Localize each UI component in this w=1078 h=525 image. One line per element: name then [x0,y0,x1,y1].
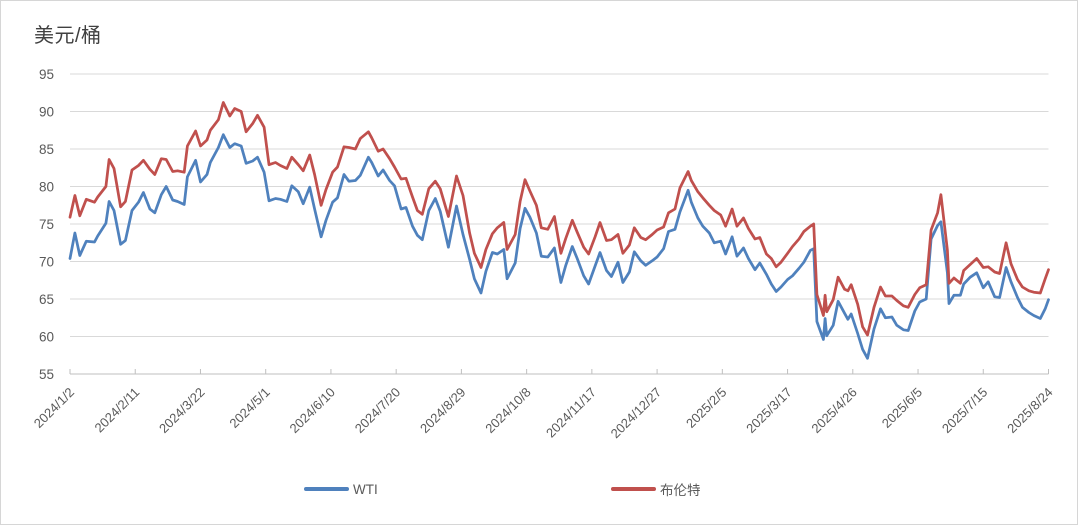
y-tick-label-75: 75 [39,217,54,232]
y-tick-label-60: 60 [39,330,54,345]
wti-line-swatch [304,487,349,491]
chart-legend: WTI 布伦特 [1,479,1077,501]
x-tick-label: 2025/8/24 [1004,385,1056,437]
wti-legend-label: WTI [353,481,378,497]
wti-line [68,133,1050,360]
x-tick-label: 2024/3/22 [156,385,208,437]
y-tick-label-80: 80 [39,180,54,195]
x-tick-label: 2024/2/11 [92,385,143,436]
x-tick-label: 2024/10/8 [482,385,534,437]
brent-line-swatch [611,487,656,491]
y-tick-label-70: 70 [39,255,54,270]
x-tick-label: 2025/4/26 [808,385,860,437]
y-tick-label-55: 55 [39,367,54,382]
y-tick-label-65: 65 [39,292,54,307]
brent-line [68,101,1050,337]
x-tick-label: 2025/7/15 [939,385,991,437]
x-tick-label: 2024/6/10 [287,385,339,437]
x-tick-label: 2025/2/5 [683,385,729,431]
x-tick-label: 2024/8/29 [417,385,469,437]
y-tick-label-85: 85 [39,142,54,157]
y-tick-label-90: 90 [39,105,54,120]
x-tick-label: 2025/6/5 [879,385,925,431]
x-tick-label: 2024/7/20 [352,385,404,437]
x-tick-label: 2024/12/27 [608,385,665,442]
x-tick-label: 2025/3/17 [743,385,795,437]
brent-legend-label: 布伦特 [660,483,701,498]
legend-item-wti: WTI [304,479,378,499]
x-tick-label: 2024/1/2 [31,385,77,431]
x-tick-label: 2024/5/1 [226,385,272,431]
legend-item-brent: 布伦特 [611,479,701,499]
axis-unit-label: 美元/桶 [34,25,102,47]
x-tick-label: 2024/11/17 [543,385,599,441]
y-tick-label-95: 95 [39,67,54,82]
